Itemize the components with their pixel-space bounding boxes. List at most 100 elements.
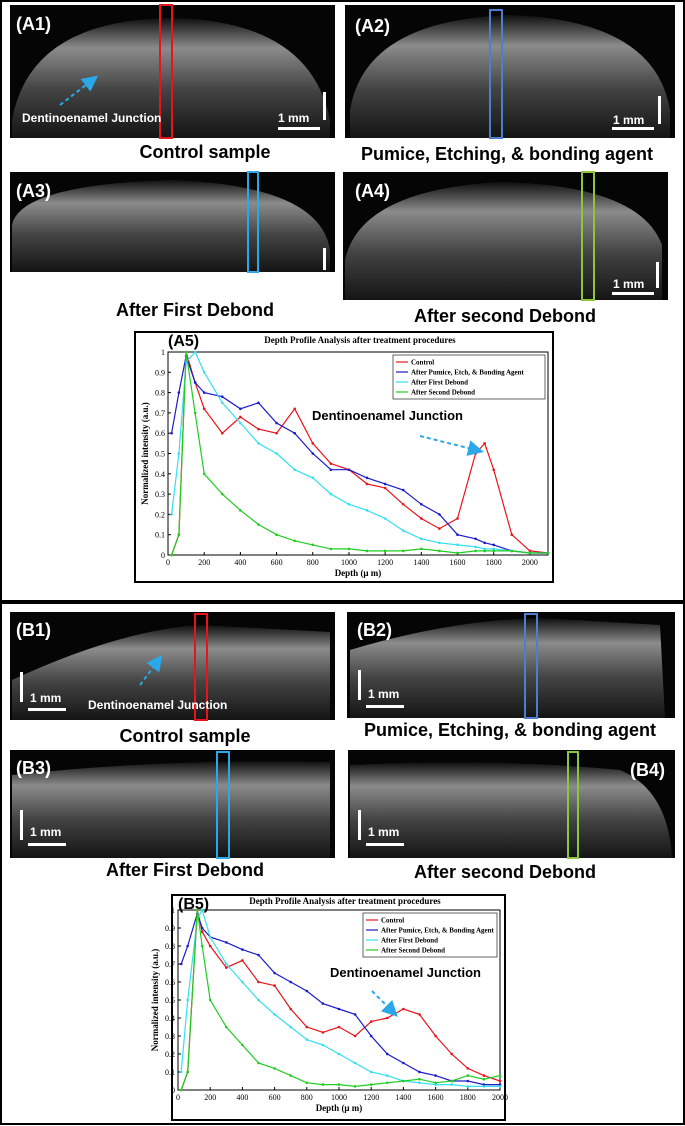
legend-box (392, 354, 546, 400)
point (275, 431, 278, 435)
point (177, 391, 181, 394)
y-tick-label: 0.8 (155, 389, 165, 398)
point (200, 908, 204, 912)
point (184, 350, 188, 354)
point (202, 472, 206, 476)
y-tick-label: 0.4 (155, 470, 165, 479)
point (179, 1088, 183, 1092)
point (293, 539, 296, 543)
point (450, 1052, 454, 1056)
point (492, 468, 496, 472)
point (456, 551, 459, 555)
x-tick-label: 1600 (428, 1093, 444, 1102)
y-tick-label: 0.5 (155, 450, 165, 459)
point (257, 442, 260, 445)
point (208, 935, 212, 939)
point (383, 482, 387, 486)
point (482, 1085, 486, 1088)
y-tick-label: 0.6 (165, 978, 175, 987)
point (434, 1081, 437, 1085)
point (528, 549, 532, 553)
point (418, 1013, 421, 1016)
point (257, 523, 260, 526)
scale-label: 1 mm (30, 825, 61, 839)
scale-label: 1 mm (278, 111, 309, 125)
point (202, 407, 206, 411)
point (193, 350, 197, 354)
x-tick-label: 600 (269, 1093, 281, 1102)
point (482, 1077, 486, 1081)
x-tick-label: 400 (236, 1093, 248, 1102)
point (193, 381, 197, 384)
point (383, 486, 387, 490)
y-tick-label: 0 (171, 1086, 175, 1095)
x-tick-label: 800 (307, 558, 319, 567)
point (289, 1074, 293, 1077)
point (483, 549, 486, 553)
point (305, 1025, 309, 1029)
point (170, 513, 173, 516)
point (220, 492, 224, 496)
x-tick-label: 1200 (363, 1093, 379, 1102)
point (208, 998, 212, 1002)
point (241, 948, 244, 951)
point (311, 442, 315, 445)
point (293, 468, 296, 472)
point (179, 962, 183, 966)
scale-label: 1 mm (613, 277, 644, 291)
y-tick-label: 0.4 (165, 1014, 175, 1023)
x-tick-label: 2000 (522, 558, 538, 567)
point (257, 953, 260, 957)
annotation-arrow (371, 990, 398, 1017)
point (546, 551, 550, 555)
panel-label: (A1) (16, 14, 51, 34)
y-tick-label: 0.9 (165, 924, 175, 933)
image-panel: (B1) Dentinoenamel Junction 1 mm (10, 612, 335, 721)
point (239, 509, 242, 512)
point (293, 431, 296, 435)
y-tick-label: 0.7 (155, 409, 165, 418)
point (200, 944, 204, 948)
x-tick-label: 1800 (486, 558, 502, 567)
caption: After First Debond (116, 300, 274, 320)
panel-label: (A3) (16, 181, 51, 201)
point (365, 476, 369, 480)
point (257, 427, 260, 431)
y-tick-label: 0.3 (165, 1032, 175, 1041)
point (498, 1083, 502, 1086)
panel-label: (B3) (16, 758, 51, 778)
y-tick-label: 0.2 (155, 510, 165, 519)
point (353, 1061, 357, 1065)
frame-b (0, 602, 685, 1125)
point (289, 1007, 293, 1011)
point (241, 980, 244, 984)
image-panel: (A2) 1 mm (345, 5, 675, 139)
image-panel: (B2) 1 mm (347, 612, 675, 719)
point (402, 1061, 405, 1065)
x-tick-label: 1800 (460, 1093, 476, 1102)
point (200, 926, 204, 930)
caption: After second Debond (414, 862, 596, 882)
panel-label: (B1) (16, 620, 51, 640)
point (483, 442, 486, 445)
point (498, 1079, 502, 1083)
caption: Pumice, Etching, & bonding agent (364, 720, 656, 740)
y-axis-label: Normalized intensity (a.u.) (150, 949, 160, 1052)
point (365, 509, 369, 512)
point (401, 502, 405, 506)
scale-label: 1 mm (368, 687, 399, 701)
point (402, 1079, 405, 1083)
point (337, 1007, 341, 1011)
point (482, 1074, 486, 1077)
point (492, 547, 496, 551)
y-tick-label: 0.1 (155, 531, 165, 540)
point (353, 1034, 357, 1038)
point (347, 502, 351, 506)
point (220, 431, 224, 435)
point (418, 1077, 421, 1081)
point (466, 1079, 470, 1083)
x-tick-label: 2000 (492, 1093, 508, 1102)
x-tick-label: 1000 (341, 558, 357, 567)
x-tick-label: 600 (271, 558, 283, 567)
point (438, 513, 441, 516)
